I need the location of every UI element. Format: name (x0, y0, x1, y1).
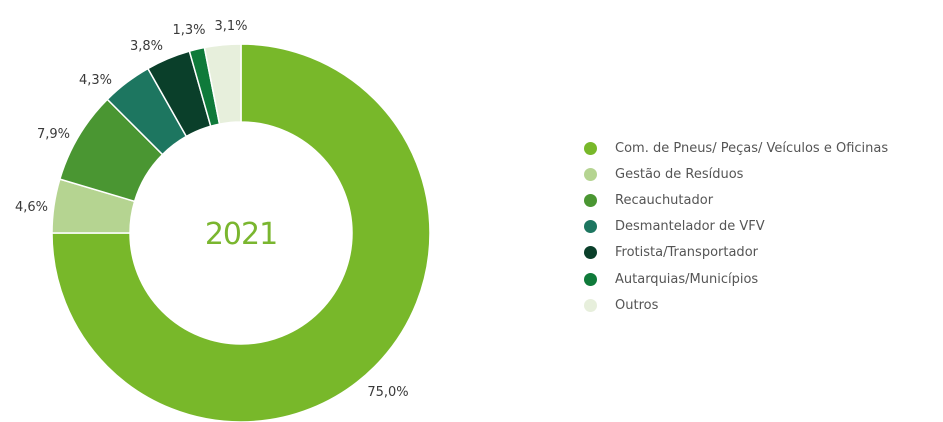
center-year-label: 2021 (205, 217, 277, 252)
legend-label-3: Desmantelador de VFV (615, 219, 765, 235)
legend-label-0: Com. de Pneus/ Peças/ Veículos e Oficina… (615, 140, 889, 156)
legend-label-2: Recauchutador (615, 192, 714, 208)
slice-value-label-0: 75,0% (367, 385, 408, 400)
legend-item-5: Autarquias/Municípios (584, 266, 888, 292)
legend-label-4: Frotista/Transportador (615, 245, 758, 261)
legend-item-4: Frotista/Transportador (584, 240, 888, 266)
legend-swatch-3 (584, 220, 597, 234)
legend-swatch-5 (584, 272, 597, 286)
slice-value-label-3: 4,3% (79, 73, 112, 88)
legend-item-1: Gestão de Resíduos (584, 161, 888, 187)
legend-swatch-2 (584, 193, 597, 207)
donut-slice-6 (203, 43, 242, 125)
legend-label-5: Autarquias/Municípios (615, 271, 759, 287)
legend-item-6: Outros (584, 292, 888, 318)
slice-value-label-4: 3,8% (130, 39, 163, 54)
slice-value-label-1: 4,6% (15, 200, 48, 215)
legend-label-1: Gestão de Resíduos (615, 166, 744, 182)
legend-swatch-0 (584, 141, 597, 155)
legend-item-3: Desmantelador de VFV (584, 214, 888, 240)
legend-swatch-4 (584, 246, 597, 260)
slice-value-label-5: 1,3% (172, 23, 205, 38)
donut-slice-0 (51, 43, 431, 422)
legend-swatch-6 (584, 298, 597, 312)
slice-value-label-6: 3,1% (214, 19, 247, 34)
chart-legend: Com. de Pneus/ Peças/ Veículos e Oficina… (584, 135, 888, 318)
legend-swatch-1 (584, 167, 597, 181)
donut-slices (51, 43, 431, 422)
legend-item-2: Recauchutador (584, 187, 888, 213)
slice-value-label-2: 7,9% (37, 127, 70, 142)
legend-item-0: Com. de Pneus/ Peças/ Veículos e Oficina… (584, 135, 888, 161)
slice-value-labels: 75,0% 4,6% 7,9% 4,3% 3,8% 1,3% 3,1% (15, 19, 409, 400)
legend-label-6: Outros (615, 297, 659, 313)
